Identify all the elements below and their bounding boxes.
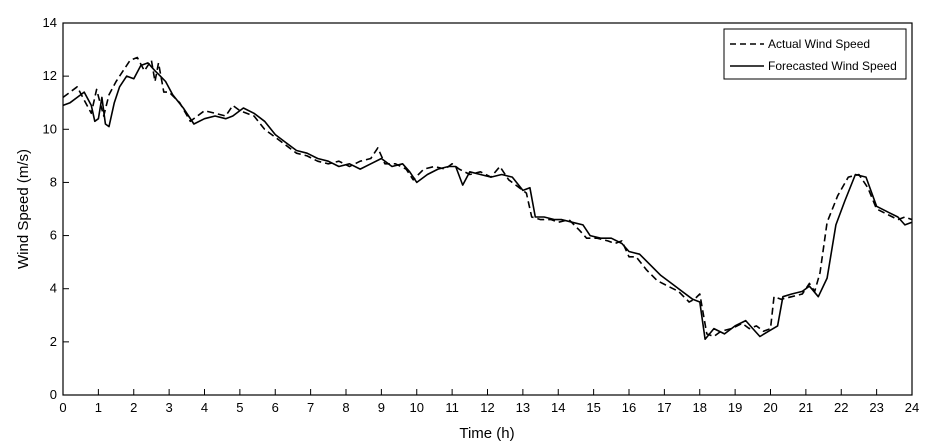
- series-line-actual: [62, 56, 913, 338]
- x-tick-label: 19: [728, 400, 742, 415]
- series-line-forecast: [62, 62, 913, 340]
- legend-label-forecast: Forecasted Wind Speed: [768, 59, 897, 73]
- plot-series: [62, 56, 913, 340]
- x-tick-label: 1: [95, 400, 102, 415]
- legend: Actual Wind Speed Forecasted Wind Speed: [723, 28, 907, 80]
- x-tick-label: 16: [622, 400, 636, 415]
- x-tick-label: 5: [236, 400, 243, 415]
- x-axis-label: Time (h): [459, 425, 514, 442]
- y-tick-label: 4: [50, 281, 57, 296]
- x-tick-label: 8: [342, 400, 349, 415]
- x-tick-label: 11: [445, 400, 459, 415]
- x-tick-label: 0: [59, 400, 66, 415]
- x-tick-label: 9: [378, 400, 385, 415]
- y-tick-label: 6: [50, 228, 57, 243]
- x-tick-label: 12: [480, 400, 494, 415]
- y-tick-label: 12: [43, 68, 57, 83]
- x-tick-label: 7: [307, 400, 314, 415]
- x-tick-label: 3: [166, 400, 173, 415]
- x-tick-label: 18: [693, 400, 707, 415]
- x-tick-label: 15: [586, 400, 600, 415]
- x-tick-label: 6: [272, 400, 279, 415]
- y-axis-label: Wind Speed (m/s): [15, 149, 32, 269]
- x-tick-label: 13: [516, 400, 530, 415]
- x-tick-label: 2: [130, 400, 137, 415]
- x-tick-label: 17: [657, 400, 671, 415]
- y-tick-label: 2: [50, 334, 57, 349]
- y-tick-label: 0: [50, 387, 57, 402]
- y-tick-label: 8: [50, 174, 57, 189]
- x-tick-label: 23: [869, 400, 883, 415]
- x-tick-label: 14: [551, 400, 565, 415]
- x-tick-label: 21: [799, 400, 813, 415]
- plot-frame: [62, 22, 913, 396]
- x-tick-label: 10: [410, 400, 424, 415]
- x-tick-label: 24: [905, 400, 919, 415]
- legend-box: [723, 28, 907, 80]
- legend-label-actual: Actual Wind Speed: [768, 37, 870, 51]
- x-tick-label: 4: [201, 400, 208, 415]
- y-tick-label: 14: [43, 15, 57, 30]
- y-tick-label: 10: [43, 121, 57, 136]
- x-tick-label: 20: [763, 400, 777, 415]
- x-tick-label: 22: [834, 400, 848, 415]
- y-axis-ticks: 0 2 4 6 8 10 12 14: [43, 15, 69, 402]
- x-axis-ticks: 0 1 2 3 4 5 6 7 8 9 10 11 12 13 14 15 16 17 18 19 20 21 22 23 24: [59, 389, 919, 415]
